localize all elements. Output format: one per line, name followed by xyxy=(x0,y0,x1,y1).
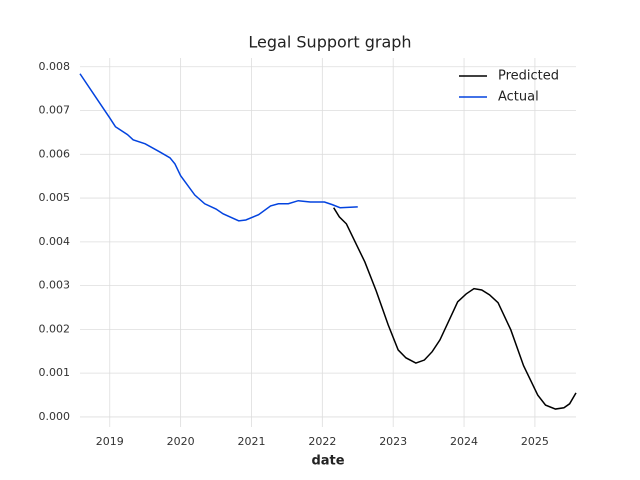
series-line xyxy=(79,73,358,222)
x-tick-label: 2021 xyxy=(237,435,265,448)
y-tick-label: 0.001 xyxy=(39,366,71,379)
y-tick-label: 0.000 xyxy=(39,410,71,423)
x-tick-label: 2019 xyxy=(96,435,124,448)
y-tick-label: 0.006 xyxy=(39,147,71,160)
series-line xyxy=(333,207,577,410)
y-tick-label: 0.002 xyxy=(39,322,71,335)
y-tick-label: 0.007 xyxy=(39,104,71,117)
y-tick-label: 0.004 xyxy=(39,235,71,248)
x-axis-label: date xyxy=(311,454,344,469)
x-tick-label: 2023 xyxy=(379,435,407,448)
x-tick-label: 2025 xyxy=(521,435,549,448)
y-tick-label: 0.008 xyxy=(39,60,71,73)
y-tick-label: 0.003 xyxy=(39,279,71,292)
x-tick-label: 2024 xyxy=(450,435,478,448)
y-tick-label: 0.005 xyxy=(39,191,71,204)
legend-label: Actual xyxy=(498,90,539,105)
x-tick-label: 2020 xyxy=(167,435,195,448)
legend-label: Predicted xyxy=(498,69,559,84)
x-tick-label: 2022 xyxy=(308,435,336,448)
chart-title: Legal Support graph xyxy=(248,33,411,52)
